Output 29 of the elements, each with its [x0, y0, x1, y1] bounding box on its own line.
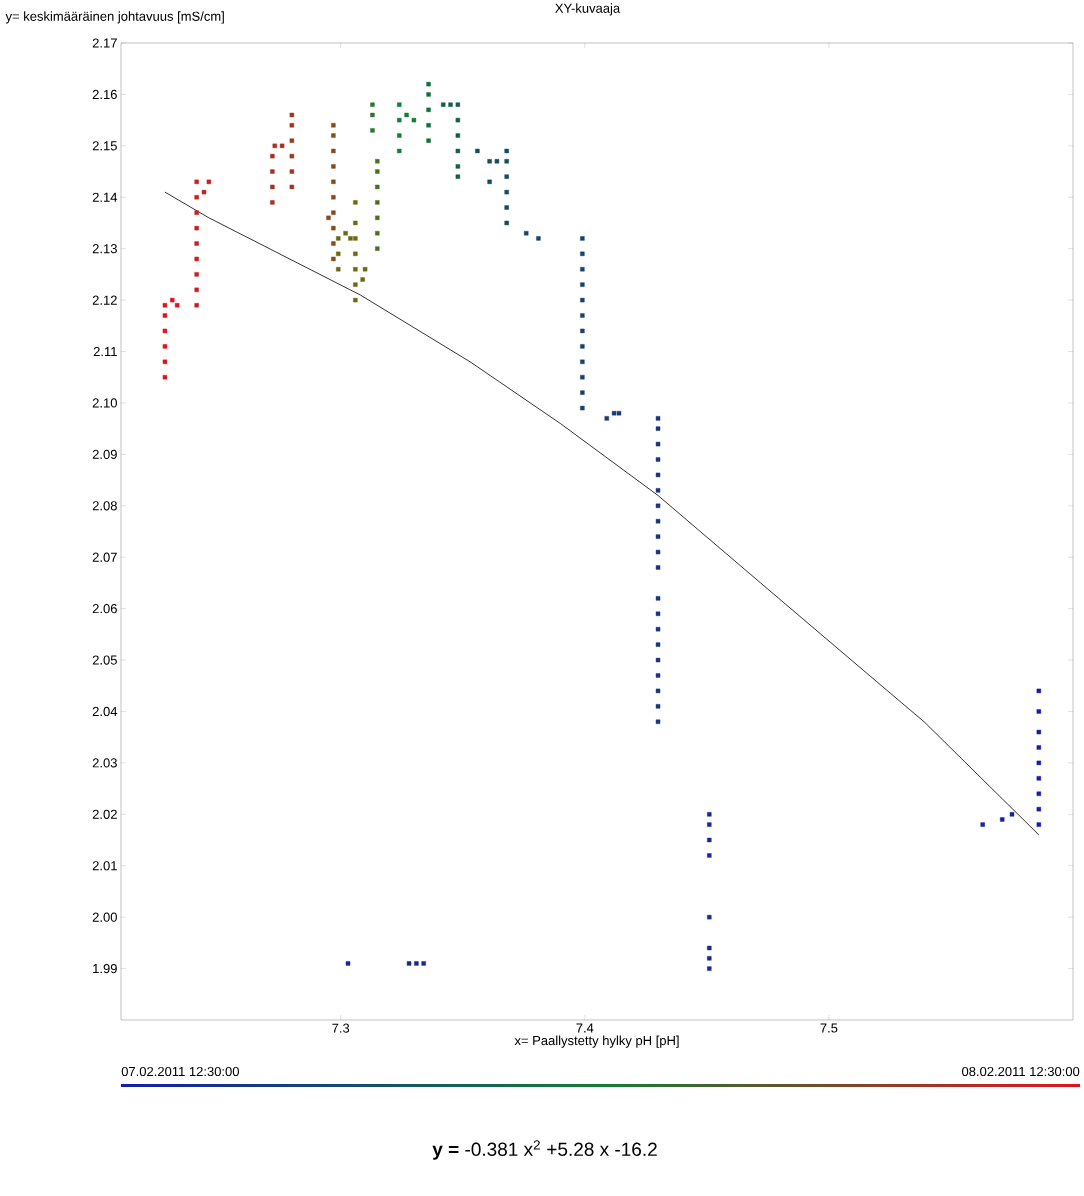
y-tick-label: 2.08	[92, 501, 117, 511]
y-tick-label: 2.09	[92, 449, 117, 459]
text: 08.02.2011 12:30:00	[962, 1066, 1080, 1077]
y-tick-label: 1.99	[93, 963, 117, 974]
x-axis-title: x= Paallystetty hylky pH [pH]	[514, 1035, 679, 1048]
x-tick-label: 7.3	[332, 1023, 350, 1033]
y-tick-label: 2.05	[92, 655, 117, 665]
y-tick-label: 2.11	[93, 346, 117, 357]
y-tick-label: 2.02	[92, 809, 117, 819]
y-tick-label: 2.13	[92, 244, 117, 254]
y-tick-label: 2.04	[92, 706, 118, 717]
y-tick-label: 2.14	[92, 192, 118, 202]
text: 07.02.2011 12:30:00	[121, 1066, 239, 1077]
y-tick-label: 2.17	[92, 38, 117, 48]
y-axis-title: y= keskimääräinen johtavuus [mS/cm]	[5, 11, 224, 24]
x-tick-label: 7.5	[820, 1023, 838, 1033]
y-tick-label: 2.03	[92, 758, 117, 768]
y-tick-label: 2.10	[92, 398, 117, 408]
text: y = -0.381 x$^{2}$ +5.28 x -16.2	[432, 1140, 657, 1160]
y-tick-label: 2.06	[92, 604, 117, 614]
y-tick-label: 2.00	[92, 912, 117, 922]
x-tick-label: 7.4	[576, 1023, 594, 1033]
y-tick-label: 2.16	[92, 89, 117, 100]
line-series	[164, 191, 1040, 836]
chart-title: XY-kuvaaja	[555, 3, 621, 16]
y-tick-label: 2.07	[92, 552, 117, 562]
y-tick-label: 2.01	[92, 861, 117, 871]
y-tick-label: 2.15	[92, 141, 117, 151]
y-tick-label: 2.12	[92, 295, 117, 305]
